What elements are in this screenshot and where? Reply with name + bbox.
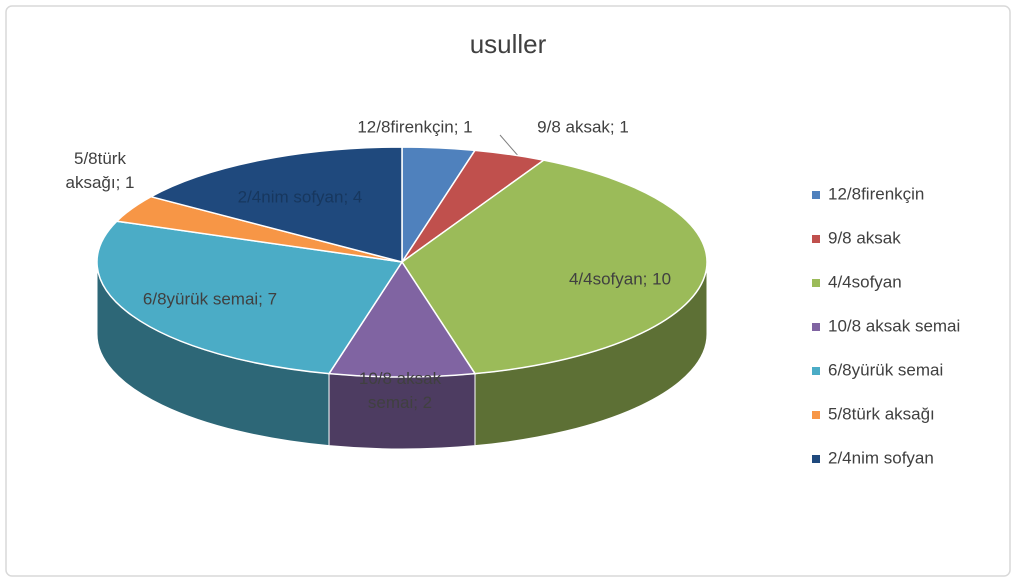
legend-label: 9/8 aksak [828, 228, 901, 247]
legend-swatch [812, 323, 820, 331]
chart-title: usuller [470, 29, 547, 59]
slice [96, 220, 404, 375]
legend-label: 2/4nim sofyan [828, 448, 934, 467]
slice [400, 159, 708, 375]
legend-label: 12/8firenkçin [828, 184, 924, 203]
leader-line [499, 134, 521, 159]
data-label: 4/4sofyan; 10 [569, 269, 671, 288]
slice [327, 260, 477, 378]
legend-label: 6/8yürük semai [828, 360, 943, 379]
data-label: 2/4nim sofyan; 4 [238, 187, 363, 206]
legend-swatch [812, 235, 820, 243]
data-label: 9/8 aksak; 1 [537, 117, 629, 136]
legend-swatch [812, 191, 820, 199]
legend-label: 10/8 aksak semai [828, 316, 960, 335]
legend-swatch [812, 455, 820, 463]
legend-label: 5/8türk aksağı [828, 404, 935, 423]
slice [148, 146, 403, 263]
data-label: 10/8 aksak semai; 2 [359, 369, 442, 412]
data-label: 5/8türk aksağı; 1 [66, 149, 135, 192]
data-label: 12/8firenkçin; 1 [357, 117, 472, 136]
legend-swatch [812, 411, 820, 419]
legend-swatch [812, 367, 820, 375]
legend-swatch [812, 279, 820, 287]
data-label: 6/8yürük semai; 7 [143, 289, 277, 308]
legend-label: 4/4sofyan [828, 272, 902, 291]
